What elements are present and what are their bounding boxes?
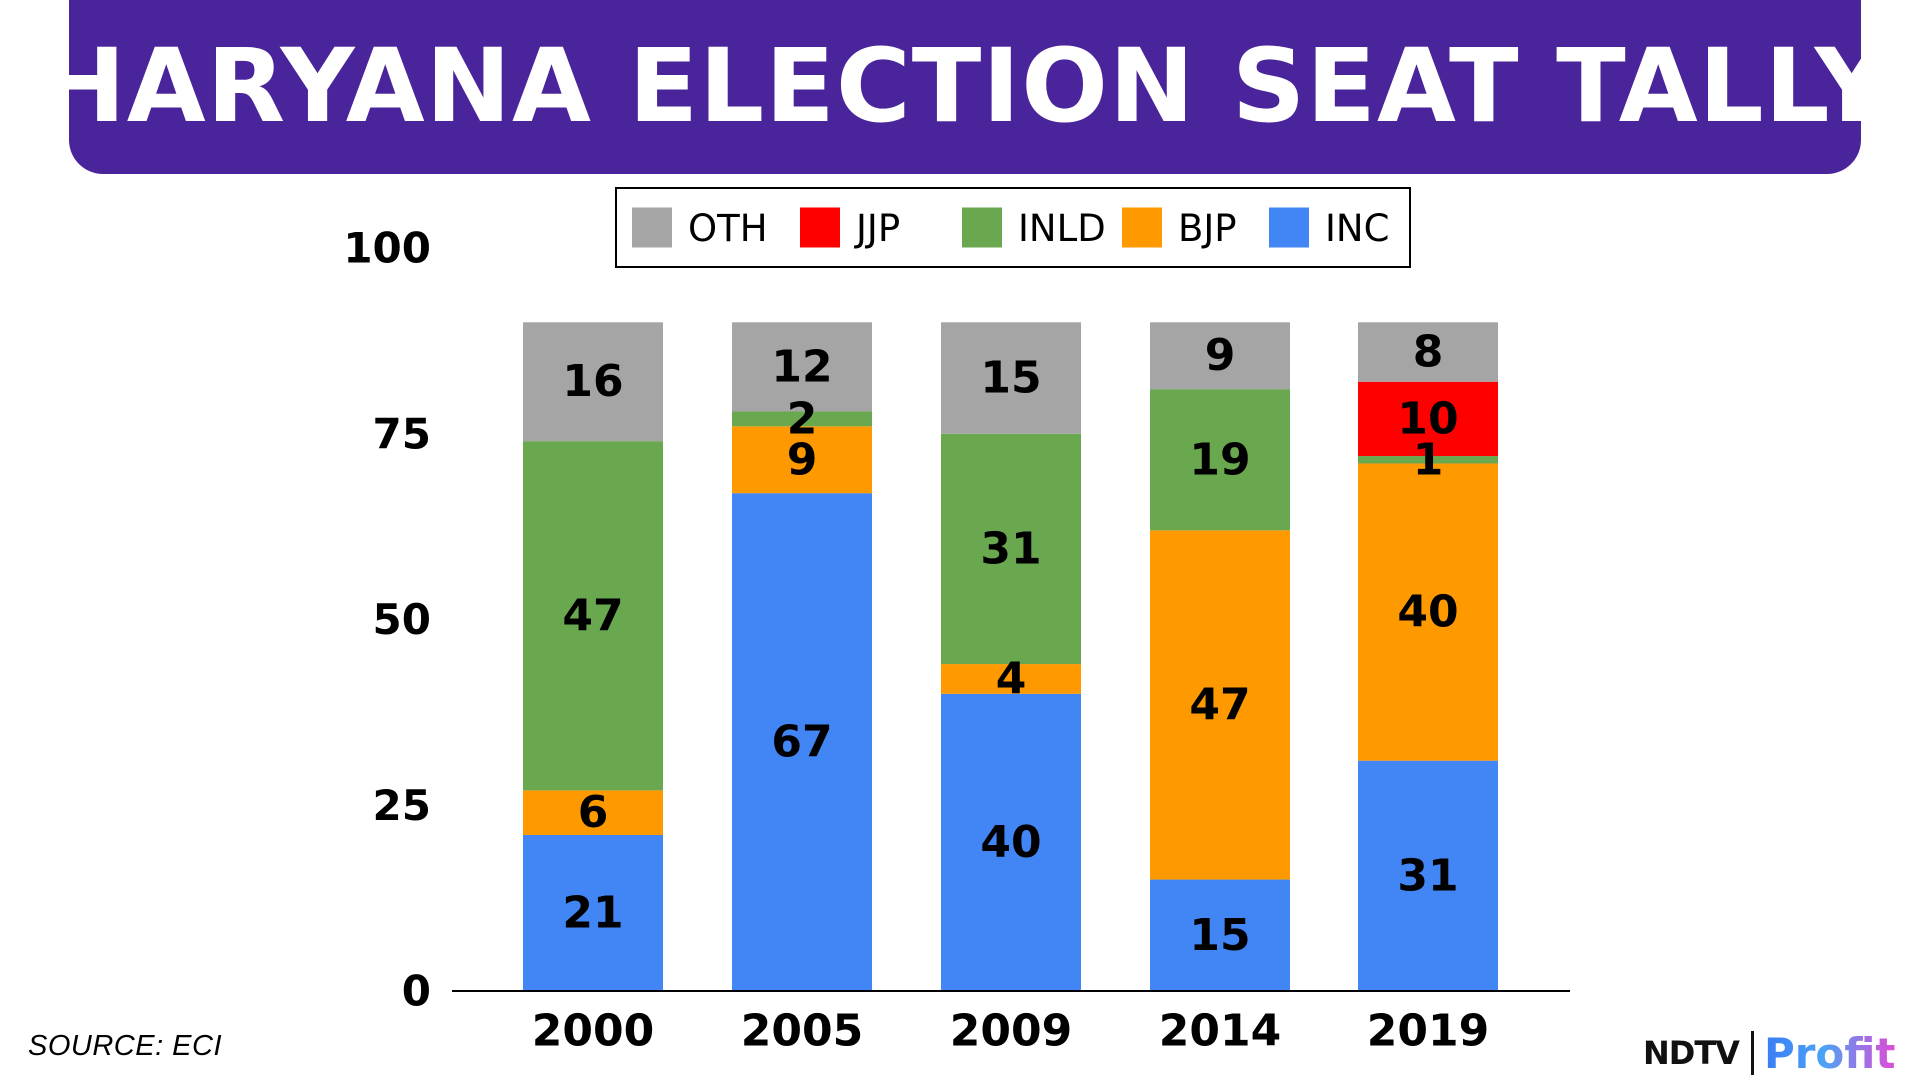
brand-divider	[1750, 1031, 1754, 1075]
bar-inld-2014	[1150, 389, 1290, 531]
y-tick-label-0: 0	[402, 967, 431, 1016]
y-tick-label-50: 50	[373, 595, 431, 644]
bar-inld-2009	[941, 433, 1081, 665]
legend-label-oth: OTH	[688, 207, 768, 250]
bar-oth-2009	[941, 322, 1081, 434]
x-tick-label-2019: 2019	[1367, 1006, 1489, 1057]
data-label-inc-2005: 67	[771, 717, 832, 768]
data-label-jjp-2019: 10	[1397, 393, 1458, 444]
bar-oth-2014	[1150, 322, 1290, 390]
brand-ndtv: NDTV	[1643, 1034, 1740, 1072]
y-tick-label-100: 100	[343, 224, 431, 273]
data-label-inc-2019: 31	[1397, 850, 1458, 901]
data-label-inld-2005: 2	[787, 393, 818, 444]
data-label-bjp-2000: 6	[578, 787, 609, 838]
data-label-inc-2009: 40	[980, 817, 1041, 868]
legend-swatch-bjp	[1122, 207, 1162, 248]
title-banner: HARYANA ELECTION SEAT TALLY	[40, 0, 1889, 174]
data-label-oth-2005: 12	[771, 341, 832, 392]
bar-inld-2019	[1358, 456, 1498, 464]
bar-bjp-2000	[523, 790, 663, 835]
data-label-inld-2000: 47	[562, 590, 623, 641]
bar-jjp-2019	[1358, 381, 1498, 457]
legend-label-inc: INC	[1325, 207, 1389, 250]
data-label-inc-2000: 21	[562, 887, 623, 938]
bar-inc-2019	[1358, 760, 1498, 991]
legend-label-inld: INLD	[1018, 207, 1106, 250]
data-label-oth-2009: 15	[980, 353, 1041, 404]
bar-inld-2005	[732, 411, 872, 427]
bar-inc-2014	[1150, 879, 1290, 991]
data-label-inld-2009: 31	[980, 523, 1041, 574]
brand-logo: NDTV Profit	[1643, 1028, 1896, 1078]
data-label-bjp-2005: 9	[787, 434, 818, 485]
y-tick-label-75: 75	[373, 409, 431, 458]
bar-oth-2000	[523, 322, 663, 442]
data-label-bjp-2009: 4	[996, 653, 1027, 704]
data-label-inld-2014: 19	[1189, 434, 1250, 485]
source-note: SOURCE: ECI	[28, 1030, 223, 1062]
bar-inc-2009	[941, 693, 1081, 991]
x-tick-label-2000: 2000	[532, 1006, 654, 1057]
bar-inc-2005	[732, 493, 872, 991]
brand-profit: Profit	[1763, 1028, 1896, 1078]
bar-bjp-2009	[941, 664, 1081, 694]
legend-swatch-jjp	[800, 207, 840, 248]
legend-swatch-inc	[1269, 207, 1309, 248]
data-label-bjp-2014: 47	[1189, 679, 1250, 730]
data-label-inld-2019: 1	[1413, 434, 1444, 485]
data-label-oth-2019: 8	[1413, 327, 1444, 378]
x-tick-label-2005: 2005	[741, 1006, 863, 1057]
bar-bjp-2014	[1150, 530, 1290, 880]
bar-bjp-2019	[1358, 463, 1498, 761]
x-tick-label-2009: 2009	[950, 1006, 1072, 1057]
bar-oth-2019	[1358, 322, 1498, 382]
data-label-inc-2014: 15	[1189, 910, 1250, 961]
legend-swatch-oth	[632, 207, 672, 248]
legend-swatch-inld	[962, 207, 1002, 248]
chart-title: HARYANA ELECTION SEAT TALLY	[40, 26, 1890, 146]
data-label-oth-2000: 16	[562, 356, 623, 407]
y-tick-label-25: 25	[373, 781, 431, 830]
legend-label-jjp: JJP	[854, 207, 900, 250]
data-label-bjp-2019: 40	[1397, 587, 1458, 638]
legend-label-bjp: BJP	[1178, 207, 1237, 250]
bar-inc-2000	[523, 834, 663, 991]
bar-inld-2000	[523, 441, 663, 791]
x-tick-label-2014: 2014	[1159, 1006, 1281, 1057]
bar-oth-2005	[732, 322, 872, 412]
data-label-oth-2014: 9	[1205, 330, 1236, 381]
bar-bjp-2005	[732, 426, 872, 494]
